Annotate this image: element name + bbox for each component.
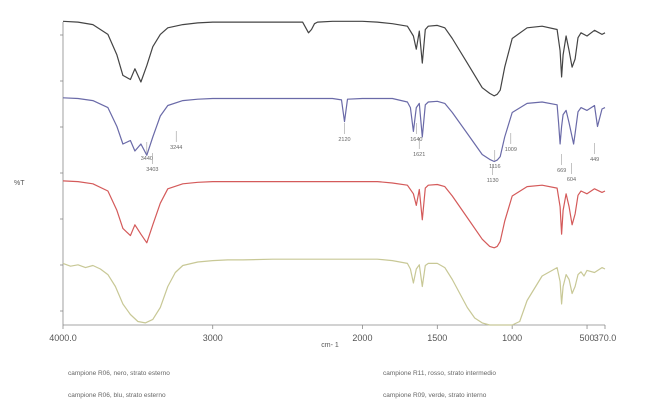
x-tick-label: 1500 bbox=[427, 333, 447, 343]
peak-label: 1130 bbox=[487, 178, 499, 184]
series-line bbox=[62, 20, 606, 97]
peak-label: 3403 bbox=[146, 167, 158, 173]
peak-label: 3244 bbox=[170, 145, 182, 151]
legend-item-r06-nero: campione R06, nero, strato esterno bbox=[68, 370, 170, 377]
x-tick-label: 2000 bbox=[352, 333, 372, 343]
x-tick-label: 1000 bbox=[502, 333, 522, 343]
series-line bbox=[62, 258, 606, 326]
series-group bbox=[62, 20, 606, 326]
x-tick-label: 3000 bbox=[203, 333, 223, 343]
x-axis-label: cm- 1 bbox=[321, 342, 339, 349]
series-line bbox=[62, 97, 606, 163]
y-axis-label: %T bbox=[14, 180, 25, 187]
legend-item-r11-rosso: campione R11, rosso, strato intermedio bbox=[383, 370, 496, 377]
peak-label: 2120 bbox=[338, 137, 350, 143]
peak-label: 1640 bbox=[410, 137, 422, 143]
peak-label: 3440 bbox=[141, 156, 153, 162]
series-line bbox=[62, 180, 606, 249]
peak-label: 669 bbox=[557, 168, 566, 174]
legend-item-r06-blu: campione R06, blu, strato esterno bbox=[68, 392, 166, 399]
legend-item-r09-verde: campione R09, verde, strato interno bbox=[383, 392, 487, 399]
peak-label: 1621 bbox=[413, 152, 425, 158]
peak-label: 1116 bbox=[489, 164, 500, 170]
chart-axes: %T cm- 1 bbox=[14, 22, 605, 349]
x-tick-label: 370.0 bbox=[594, 333, 617, 343]
peak-label: 449 bbox=[590, 157, 599, 163]
x-tick-label: 4000.0 bbox=[49, 333, 77, 343]
y-tick-marks bbox=[60, 34, 63, 312]
x-ticks: 4000.0 3000 2000 1500 1000 500 370.0 bbox=[49, 325, 616, 343]
peak-label: 1009 bbox=[505, 147, 517, 153]
peak-labels: 3440 3403 3244 2120 1640 1621 1116 1130 1009 6696… bbox=[141, 123, 599, 184]
x-tick-label: 500 bbox=[580, 333, 595, 343]
peak-label: 604 bbox=[567, 177, 576, 183]
